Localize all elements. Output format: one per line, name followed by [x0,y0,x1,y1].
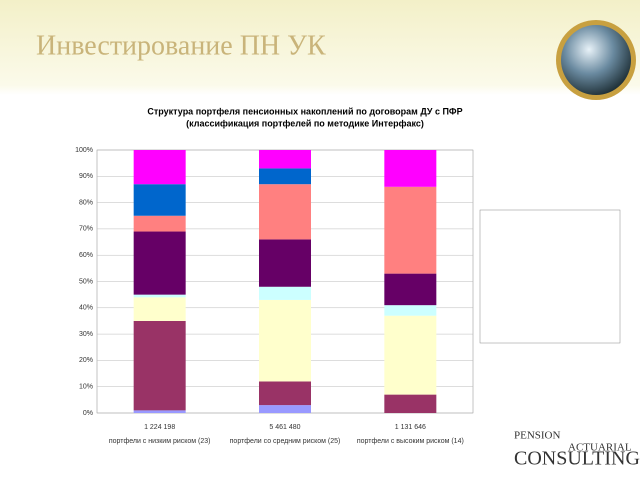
bar-segment [259,299,311,382]
bar-segment [133,231,186,295]
bar-segment [259,381,311,406]
y-tick-label: 70% [79,226,93,233]
bar-segment [133,150,186,185]
x-tick-label: портфели со средним риском (25) [230,438,341,445]
slide-title: Инвестирование ПН УК [36,30,326,61]
bar-segment [384,305,437,316]
y-tick-label: 50% [79,278,93,285]
bar-segment [259,150,311,169]
bar-segment [133,184,186,216]
bar-segment [133,294,186,298]
bar-segment [259,405,311,413]
y-tick-label: 80% [79,199,93,206]
total-label: 1 224 198 [144,424,175,431]
y-tick-label: 100% [75,147,93,154]
y-tick-label: 90% [79,173,93,180]
logo-text: PENSION [514,430,561,442]
bar-segment [259,168,311,185]
bar-segment [259,239,311,287]
total-label: 1 131 646 [395,424,426,431]
y-tick-label: 0% [83,410,93,417]
chart-title: Структура портфеля пенсионных накоплений… [147,106,462,116]
bar-segment [133,410,186,413]
x-tick-label: портфели с низким риском (23) [109,438,211,445]
chart-title: (классификация портфелей по методике Инт… [186,118,424,128]
bar-segment [384,273,437,306]
y-tick-label: 20% [79,357,93,364]
bar-segment [133,320,186,411]
bar-segment [384,186,437,274]
logo-text: ACTUARIAL [568,442,632,454]
bar-segment [259,286,311,300]
logo-text: CONSULTING [514,448,640,470]
y-tick-label: 10% [79,384,93,391]
bar-segment [133,297,186,321]
bar-segment [133,215,186,232]
y-tick-label: 40% [79,305,93,312]
bar-segment [384,394,437,413]
x-tick-label: портфели с высоким риском (14) [357,438,464,445]
y-tick-label: 30% [79,331,93,338]
bar-segment [259,184,311,240]
bar-segment [384,150,437,187]
total-label: 5 461 480 [269,424,300,431]
y-tick-label: 60% [79,252,93,259]
bar-segment [384,315,437,395]
globe [561,25,631,95]
legend-box [479,209,621,344]
